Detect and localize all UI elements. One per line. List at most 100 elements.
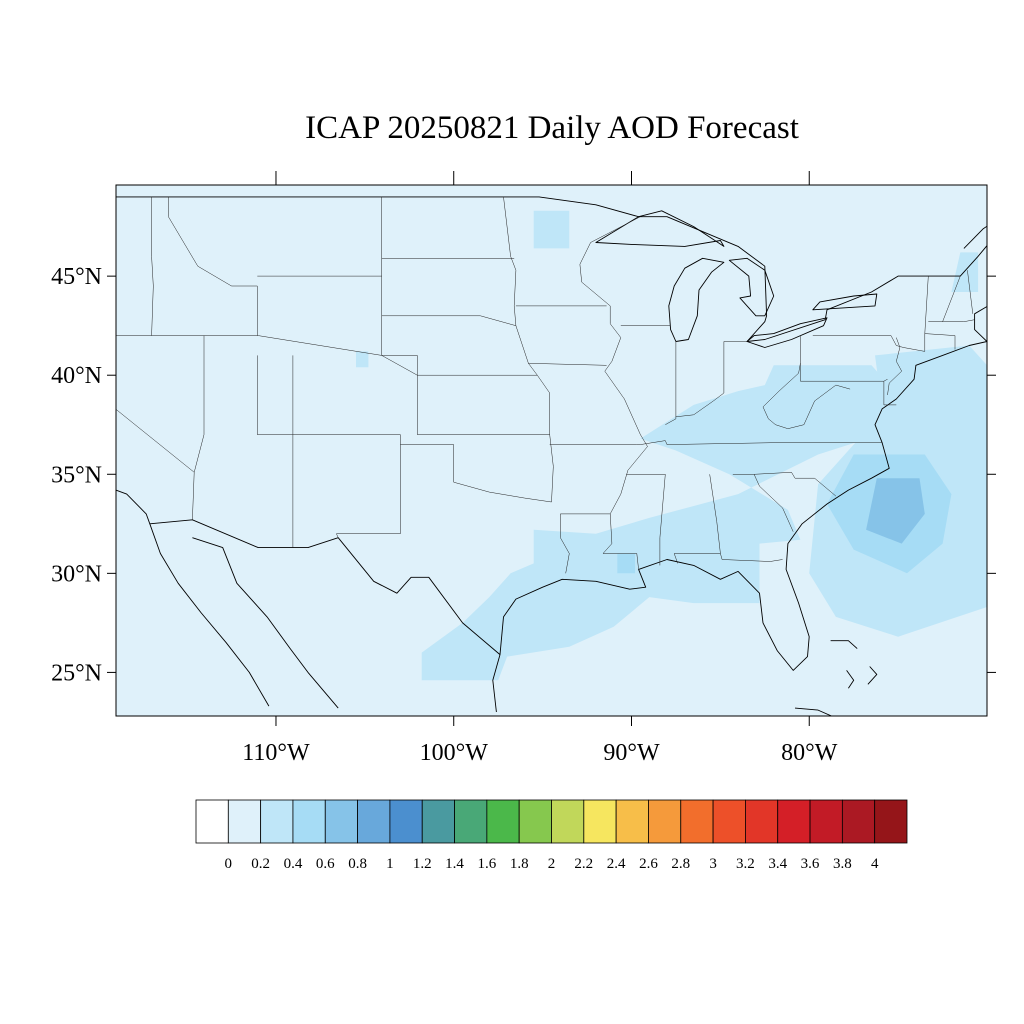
colorbar-label: 0.2 bbox=[251, 856, 270, 872]
state-border bbox=[381, 196, 538, 376]
great-lake bbox=[812, 293, 878, 311]
colorbar-label: 0.8 bbox=[348, 856, 367, 872]
coastline-segment bbox=[846, 670, 855, 689]
colorbar-swatch bbox=[195, 799, 229, 844]
state-border bbox=[942, 276, 961, 322]
colorbar-label: 1.4 bbox=[445, 856, 464, 872]
colorbar-swatch bbox=[389, 799, 423, 844]
colorbar-label: 2 bbox=[548, 856, 556, 872]
state-border bbox=[192, 335, 205, 520]
land-layer bbox=[116, 196, 987, 716]
aod-region bbox=[356, 351, 369, 368]
great-lake bbox=[746, 317, 828, 348]
lat-tick-label: 45°N bbox=[51, 264, 102, 290]
coastline-segment bbox=[149, 523, 270, 707]
state-border bbox=[560, 513, 570, 574]
state-border bbox=[168, 196, 258, 336]
colorbar-label: 0.6 bbox=[316, 856, 335, 872]
map-frame bbox=[115, 184, 988, 717]
state-border bbox=[528, 363, 607, 366]
colorbar-swatch bbox=[260, 799, 294, 844]
colorbar-swatch bbox=[712, 799, 746, 844]
colorbar-swatch bbox=[745, 799, 779, 844]
state-border bbox=[381, 315, 516, 326]
colorbar-swatch bbox=[454, 799, 488, 844]
state-border bbox=[665, 341, 677, 425]
coastline-segment bbox=[830, 640, 858, 649]
state-border bbox=[967, 270, 974, 314]
state-border bbox=[924, 333, 956, 350]
state-border bbox=[887, 337, 903, 396]
colorbar-swatch bbox=[615, 799, 649, 844]
state-border bbox=[116, 409, 195, 473]
state-border bbox=[753, 474, 794, 532]
state-border bbox=[400, 434, 554, 503]
state-border bbox=[762, 363, 851, 429]
state-border bbox=[812, 335, 925, 352]
state-border bbox=[800, 335, 888, 382]
colorbar-swatch bbox=[292, 799, 326, 844]
state-border bbox=[579, 216, 648, 570]
state-border bbox=[675, 341, 725, 418]
great-lake bbox=[728, 257, 775, 317]
colorbar-swatch bbox=[486, 799, 520, 844]
colorbar-swatch bbox=[777, 799, 811, 844]
colorbar-label: 3 bbox=[709, 856, 717, 872]
lon-tick-label: 100°W bbox=[420, 740, 489, 766]
colorbar-swatch bbox=[357, 799, 391, 844]
colorbar-label: 3.4 bbox=[768, 856, 787, 872]
colorbar-label: 2.8 bbox=[671, 856, 690, 872]
coastline-segment bbox=[867, 666, 878, 685]
colorbar-swatch bbox=[518, 799, 552, 844]
colorbar-label: 1.6 bbox=[478, 856, 497, 872]
lon-tick-label: 110°W bbox=[242, 740, 310, 766]
colorbar-swatch bbox=[583, 799, 617, 844]
aod-region bbox=[866, 478, 925, 544]
colorbar-label: 4 bbox=[871, 856, 879, 872]
state-border bbox=[883, 381, 897, 406]
chart-title: ICAP 20250821 Daily AOD Forecast bbox=[305, 110, 799, 146]
colorbar-label: 3.8 bbox=[833, 856, 852, 872]
colorbar-label: 0.4 bbox=[284, 856, 303, 872]
colorbar-swatch bbox=[648, 799, 682, 844]
colorbar-label: 1 bbox=[386, 856, 394, 872]
aod-region bbox=[533, 210, 570, 249]
colorbar-swatch bbox=[421, 799, 455, 844]
colorbar-swatch bbox=[227, 799, 262, 844]
state-border bbox=[417, 375, 550, 435]
state-border bbox=[116, 335, 418, 356]
lat-tick-label: 25°N bbox=[51, 660, 102, 686]
coastline-segment bbox=[794, 707, 833, 716]
colorbar-swatch bbox=[680, 799, 714, 844]
state-border bbox=[151, 196, 154, 336]
lat-tick-label: 35°N bbox=[51, 462, 102, 488]
colorbar-swatch bbox=[874, 799, 908, 844]
colorbar-label: 1.8 bbox=[510, 856, 529, 872]
state-border bbox=[928, 319, 975, 322]
coastline-segment bbox=[192, 537, 339, 709]
state-border bbox=[292, 355, 401, 538]
aod-region bbox=[421, 365, 899, 681]
colorbar-label: 3.2 bbox=[736, 856, 755, 872]
colorbar-label: 3.6 bbox=[801, 856, 820, 872]
state-border bbox=[659, 474, 666, 566]
colorbar-swatch bbox=[841, 799, 876, 844]
colorbar-swatch bbox=[324, 799, 358, 844]
state-border bbox=[549, 440, 883, 445]
colorbar-swatch bbox=[809, 799, 843, 844]
colorbar-label: 2.6 bbox=[639, 856, 658, 872]
colorbar-label: 1.2 bbox=[413, 856, 432, 872]
colorbar: 0 0.2 0.4 0.6 0.8 1 1.2 1.4 1.6 1.8 2 2.2 2.4 2.6 2.8 3… bbox=[195, 799, 908, 872]
state-border bbox=[720, 553, 783, 562]
coastline-segment bbox=[492, 654, 501, 713]
lon-tick-label: 80°W bbox=[781, 740, 838, 766]
colorbar-label: 2.2 bbox=[574, 856, 593, 872]
axis-ticks: 45°N 40°N 35°N 30°N 25°N 110°W 100°W 90°W 80°W bbox=[51, 171, 996, 766]
great-lake bbox=[595, 210, 725, 247]
colorbar-label: 2.4 bbox=[607, 856, 626, 872]
lat-tick-label: 40°N bbox=[51, 363, 102, 389]
lat-tick-label: 30°N bbox=[51, 561, 102, 587]
state-border bbox=[754, 472, 837, 497]
state-border bbox=[257, 355, 294, 548]
